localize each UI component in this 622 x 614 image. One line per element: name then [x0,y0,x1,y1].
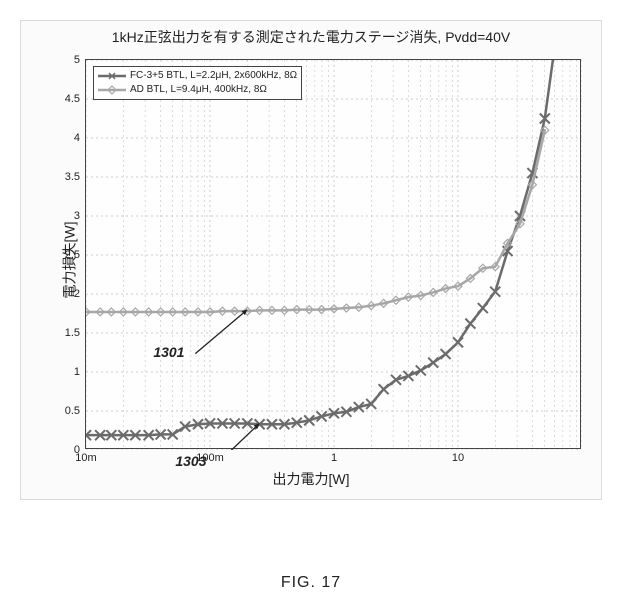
legend: FC-3+5 BTL, L=2.2μH, 2x600kHz, 8ΩAD BTL,… [93,66,302,100]
legend-item: FC-3+5 BTL, L=2.2μH, 2x600kHz, 8Ω [98,69,297,83]
y-tick-label: 3.5 [65,171,80,183]
annotation-label: 1301 [153,344,184,360]
y-tick-label: 4.5 [65,93,80,105]
legend-item: AD BTL, L=9.4μH, 400kHz, 8Ω [98,83,297,97]
y-tick-label: 1.5 [65,327,80,339]
figure-caption: FIG. 17 [0,574,622,592]
y-tick-label: 2.5 [65,249,80,261]
annotation-label: 1303 [175,453,206,469]
plot-area: 00.511.522.533.544.5510m100m110FC-3+5 BT… [85,59,581,449]
x-tick-label: 1 [331,452,337,464]
legend-label: AD BTL, L=9.4μH, 400kHz, 8Ω [130,83,267,97]
y-tick-label: 1 [74,366,80,378]
y-tick-label: 2 [74,288,80,300]
y-tick-label: 0.5 [65,405,80,417]
y-tick-label: 4 [74,132,80,144]
x-axis-label: 出力電力[W] [21,469,601,489]
legend-label: FC-3+5 BTL, L=2.2μH, 2x600kHz, 8Ω [130,69,297,83]
y-tick-label: 5 [74,54,80,66]
x-tick-label: 10m [75,452,96,464]
legend-swatch [98,84,126,96]
chart-panel: 1kHz正弦出力を有する測定された電力ステージ消失, Pvdd=40V 電力損失… [20,20,602,500]
y-tick-label: 3 [74,210,80,222]
chart-title: 1kHz正弦出力を有する測定された電力ステージ消失, Pvdd=40V [21,21,601,47]
legend-swatch [98,70,126,82]
x-tick-label: 10 [452,452,464,464]
